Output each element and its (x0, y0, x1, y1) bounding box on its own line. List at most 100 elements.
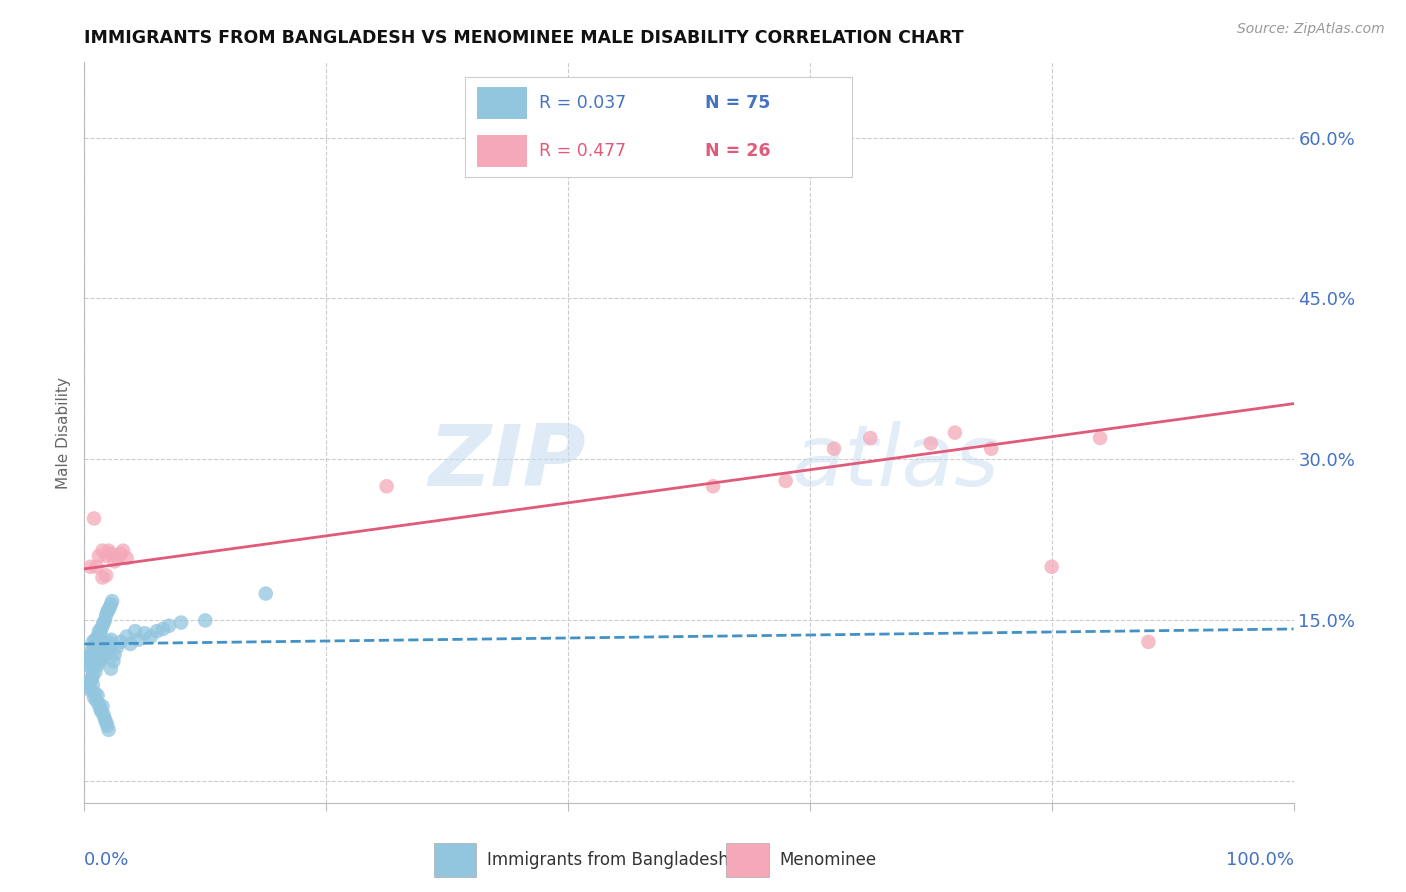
Text: IMMIGRANTS FROM BANGLADESH VS MENOMINEE MALE DISABILITY CORRELATION CHART: IMMIGRANTS FROM BANGLADESH VS MENOMINEE … (84, 29, 965, 47)
Point (79, 673, 101, 687)
Point (77, 654, 100, 668)
Point (98, 600, 121, 615)
Point (94, 607, 117, 622)
Point (90, 646, 112, 660)
Point (97, 635, 120, 649)
Point (93, 640, 115, 655)
Point (110, 547, 132, 561)
Point (1137, 635, 1160, 649)
Point (79, 648, 101, 662)
Point (100, 547, 122, 561)
Point (94, 712, 117, 726)
Point (139, 630, 162, 644)
Point (1040, 559, 1063, 574)
Point (93, 615, 115, 630)
Point (920, 436, 942, 450)
Point (128, 632, 150, 647)
Point (375, 479, 398, 493)
Point (84, 686, 107, 700)
Point (94, 568, 117, 582)
Point (80, 673, 103, 687)
Point (823, 442, 845, 456)
Point (86, 651, 108, 665)
Point (124, 624, 146, 639)
Point (94, 648, 117, 662)
Point (83, 640, 105, 655)
Point (943, 425, 966, 440)
Point (107, 551, 129, 566)
Point (775, 474, 797, 488)
Point (79, 683, 101, 698)
Point (94, 715, 117, 730)
Point (103, 654, 125, 668)
Point (94, 549, 117, 563)
Point (115, 551, 138, 566)
Point (77, 680, 100, 694)
Point (93, 707, 115, 722)
Point (82, 669, 104, 683)
Point (170, 615, 193, 630)
Point (91, 699, 114, 714)
Point (91, 619, 114, 633)
Point (96, 718, 118, 732)
Point (157, 619, 180, 633)
Point (87, 549, 110, 563)
Point (83, 657, 105, 671)
Point (77, 675, 100, 690)
Point (94, 637, 117, 651)
Point (82, 635, 104, 649)
Point (87, 624, 110, 639)
Point (84, 665, 107, 679)
Point (97, 602, 120, 616)
Point (120, 637, 142, 651)
Point (110, 635, 132, 649)
Point (86, 559, 108, 574)
Point (101, 594, 124, 608)
Point (77, 658, 100, 673)
Point (104, 554, 127, 568)
Point (96, 605, 118, 619)
Point (194, 614, 217, 628)
Point (1088, 431, 1111, 445)
Point (91, 543, 114, 558)
Point (96, 643, 118, 657)
Point (89, 701, 111, 715)
Point (80, 662, 103, 676)
Point (94, 614, 117, 628)
Point (859, 431, 882, 445)
Point (90, 622, 112, 636)
Point (82, 678, 104, 692)
Point (80, 643, 103, 657)
Point (91, 570, 114, 584)
Point (79, 559, 101, 574)
Point (83, 690, 105, 705)
Point (76, 651, 98, 665)
Point (87, 648, 110, 662)
Point (86, 658, 108, 673)
Y-axis label: Male Disability: Male Disability (56, 376, 72, 489)
Point (86, 689, 108, 703)
Point (86, 694, 108, 708)
Point (146, 624, 169, 639)
Point (702, 479, 724, 493)
Point (254, 586, 277, 600)
Point (134, 626, 156, 640)
Point (105, 640, 128, 655)
Point (980, 442, 1002, 456)
Text: atlas: atlas (792, 421, 1000, 504)
Point (152, 622, 174, 636)
Text: 0.0%: 0.0% (84, 851, 129, 869)
Point (89, 626, 111, 640)
Point (104, 648, 127, 662)
Point (86, 637, 108, 651)
Point (87, 697, 110, 711)
Point (91, 651, 114, 665)
Point (97, 723, 120, 737)
Point (98, 640, 121, 655)
Point (90, 705, 112, 719)
Point (84, 632, 107, 647)
Point (100, 662, 122, 676)
Point (115, 630, 138, 644)
Text: 100.0%: 100.0% (1226, 851, 1294, 869)
Point (83, 511, 105, 525)
